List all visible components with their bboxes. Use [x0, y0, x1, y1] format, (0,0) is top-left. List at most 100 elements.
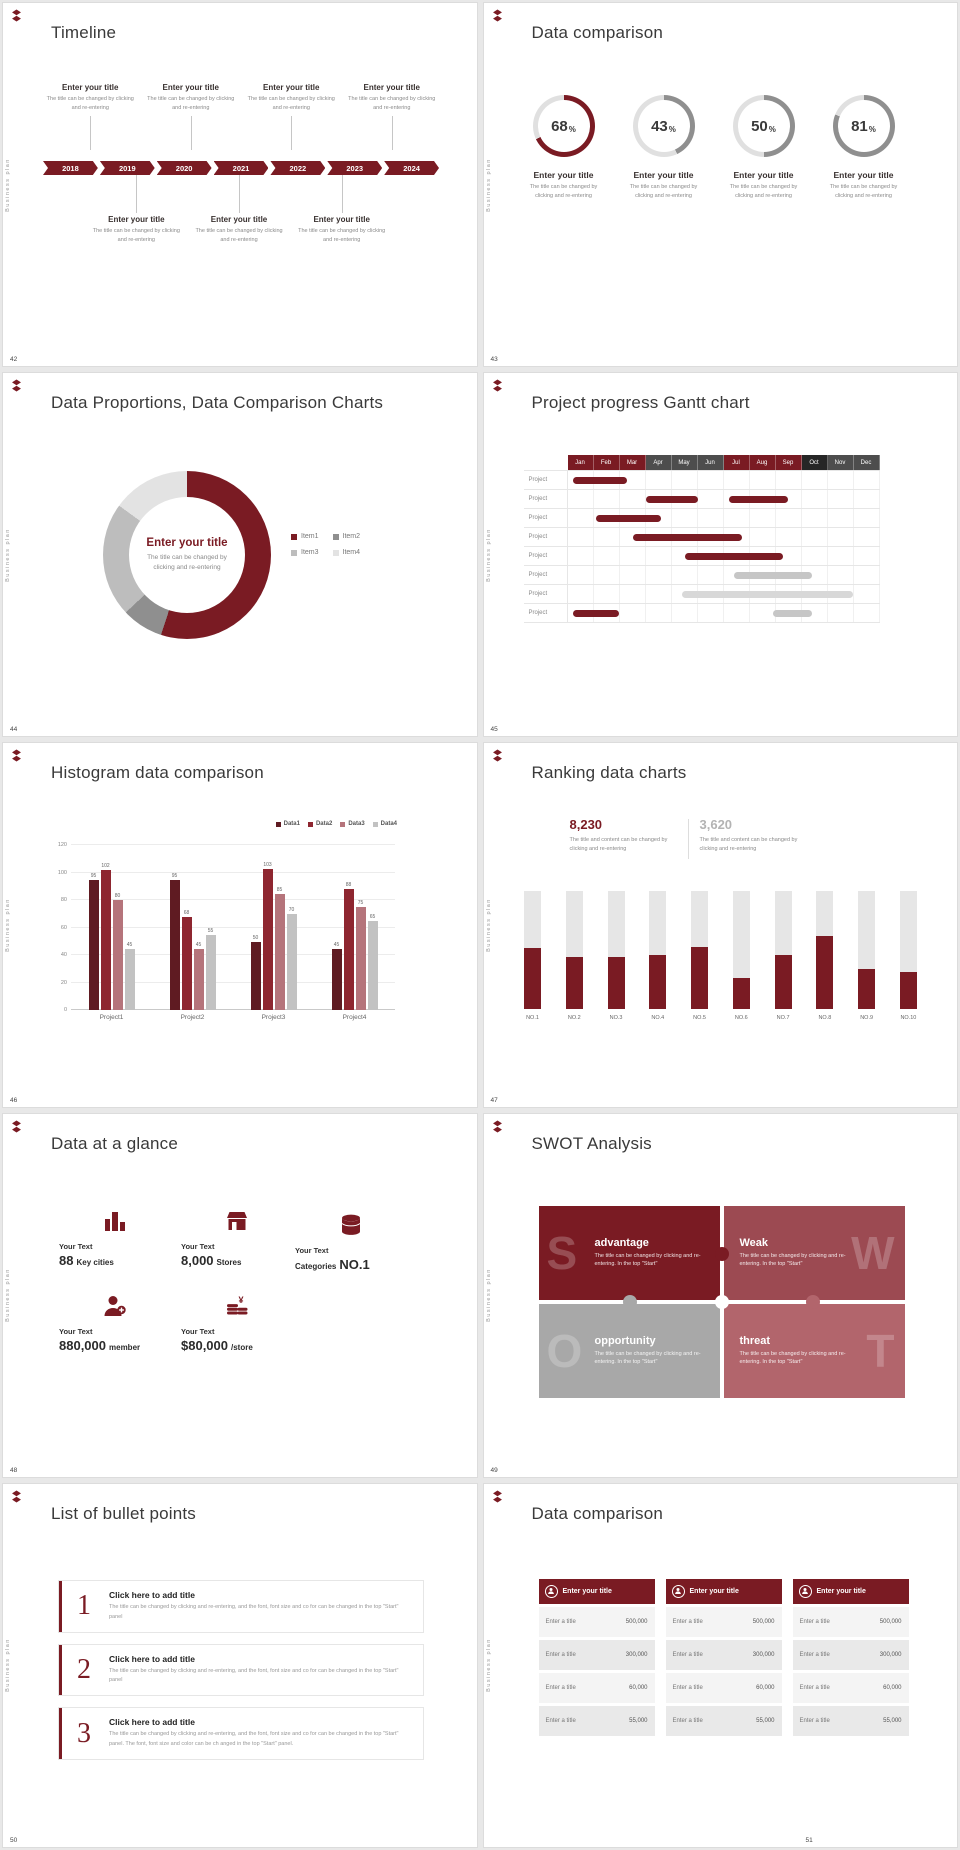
legend-label: Data1 — [283, 821, 300, 828]
row-label: Enter a title — [545, 1717, 576, 1724]
gantt-row: Project — [523, 490, 880, 510]
puzzle-knob — [714, 1246, 729, 1261]
slide-43[interactable]: Business plan Data comparison 68% Enter … — [482, 2, 958, 368]
y-tick-label: 80 — [60, 897, 67, 904]
row-label: Enter a title — [799, 1651, 830, 1658]
slide-51[interactable]: Business plan Data comparison Enter your… — [482, 1482, 958, 1848]
item-title: Enter your title — [833, 170, 894, 180]
percent-ring: 81% — [832, 95, 895, 157]
swot-desc: The title can be changed by clicking and… — [739, 1350, 846, 1366]
entry-title: Enter your title — [210, 215, 268, 224]
row-value: 60,000 — [883, 1684, 902, 1691]
ranking-column: NO.8 — [810, 891, 840, 1021]
bar — [286, 914, 297, 1011]
y-tick-label: 60 — [60, 924, 67, 931]
legend-item: Item3 — [291, 549, 319, 556]
bar-value-label: 85 — [276, 886, 283, 893]
row-value: 300,000 — [752, 1651, 775, 1658]
row-label: Enter a title — [672, 1684, 703, 1691]
slide-45[interactable]: Business plan Project progress Gantt cha… — [482, 372, 958, 738]
legend-item: Item1 — [291, 533, 319, 540]
table-row: Enter a title 500,000 — [792, 1606, 909, 1637]
bullet-number: 3 — [77, 1717, 91, 1749]
gantt-grid-cell — [672, 471, 698, 490]
percent-item: 50% Enter your title The title can be ch… — [714, 95, 814, 201]
gridline — [71, 954, 395, 956]
bullet-desc: The title can be changed by clicking and… — [109, 1731, 399, 1748]
bar-wrap: 45 — [193, 942, 204, 1011]
row-value: 60,000 — [629, 1684, 648, 1691]
bullet-list: 1 Click here to add title The title can … — [58, 1579, 424, 1761]
gantt-grid-cell — [646, 585, 672, 604]
gantt-grid-cell — [802, 604, 828, 623]
ranking-fill — [732, 977, 750, 1010]
table-row: Enter a title 55,000 — [538, 1705, 655, 1736]
category-label: Project1 — [99, 1014, 124, 1022]
table-header-label: Enter your title — [562, 1587, 612, 1595]
ranking-fill — [649, 955, 667, 1010]
page-number: 51 — [805, 1837, 813, 1844]
timeline-entry: Enter your title The title can be change… — [194, 174, 285, 245]
stat-label: Your Text — [295, 1245, 329, 1255]
slide-48[interactable]: Business plan Data at a glance Your Text… — [2, 1112, 478, 1478]
entry-desc: The title can be changed by clicking and… — [92, 228, 180, 244]
percent-item: 68% Enter your title The title can be ch… — [514, 95, 614, 201]
slide-50[interactable]: Business plan List of bullet points 1 Cl… — [2, 1482, 478, 1848]
entry-title: Enter your title — [162, 83, 219, 92]
item-desc: The title can be changed by clicking and… — [829, 184, 898, 200]
gridline — [71, 844, 395, 846]
page-title: Histogram data comparison — [51, 763, 264, 783]
row-value: 500,000 — [752, 1618, 775, 1625]
bullet-desc: The title can be changed by clicking and… — [109, 1667, 399, 1684]
ranking-track — [524, 891, 541, 1010]
timeline-year: 2021 — [214, 161, 269, 175]
ranking-column: NO.1 — [518, 891, 548, 1021]
page-title: Data Proportions, Data Comparison Charts — [51, 393, 384, 413]
stat-value: 8,000 — [181, 1252, 214, 1268]
row-value: 55,000 — [629, 1717, 648, 1724]
stat-unit: member — [109, 1342, 141, 1352]
puzzle-knob — [806, 1294, 820, 1309]
stat-item-stores: Your Text 8,000 Stores — [181, 1209, 293, 1268]
percent-value: 81 — [851, 117, 868, 135]
bar — [262, 868, 273, 1011]
comparison-table: Enter your title Enter a title 500,000 En… — [538, 1578, 655, 1736]
slide-46[interactable]: Business plan Histogram data comparison … — [2, 742, 478, 1108]
gantt-row-label: Project — [524, 490, 568, 509]
gantt-bar — [596, 515, 662, 523]
entry-desc: The title can be changed by clicking and… — [195, 228, 283, 244]
y-tick-label: 120 — [57, 842, 67, 849]
page-title: Data comparison — [531, 1503, 664, 1523]
page-title: SWOT Analysis — [531, 1133, 652, 1153]
gantt-row: Project — [523, 509, 880, 529]
gantt-grid-cell — [724, 528, 750, 547]
table-header-label: Enter your title — [689, 1587, 739, 1595]
bar-value-label: 102 — [101, 863, 110, 870]
gantt-grid-cell — [594, 566, 620, 585]
page-number: 45 — [490, 726, 498, 734]
bar — [274, 893, 285, 1011]
bar-wrap: 50 — [250, 935, 261, 1011]
gantt-row-label: Project — [524, 566, 568, 585]
stat-item-members: Your Text 880,000 member — [59, 1294, 171, 1353]
gantt-row: Project — [523, 604, 880, 624]
stat-desc: The title and content can be changed by … — [569, 837, 668, 853]
legend-label: Item1 — [301, 533, 319, 541]
brand-logo-icon — [492, 9, 502, 22]
brand-logo-icon — [492, 1490, 502, 1503]
bar — [367, 921, 378, 1011]
ranking-track — [732, 891, 750, 1010]
swot-word: opportunity — [594, 1334, 656, 1347]
page-title: Data at a glance — [51, 1133, 179, 1153]
table-row: Enter a title 60,000 — [792, 1672, 909, 1703]
stat-value: 8,230 — [569, 817, 603, 833]
slide-47[interactable]: Business plan Ranking data charts 8,230 … — [482, 742, 958, 1108]
stat-divider — [687, 819, 689, 860]
slide-42[interactable]: Business plan Timeline Enter your title … — [2, 2, 478, 368]
slide-49[interactable]: Business plan SWOT Analysis S advantage … — [482, 1112, 958, 1478]
gantt-grid-cell — [776, 528, 802, 547]
bar-wrap: 95 — [169, 873, 180, 1011]
gantt-grid-cell — [620, 471, 646, 490]
swot-letter: W — [851, 1226, 895, 1279]
slide-44[interactable]: Business plan Data Proportions, Data Com… — [2, 372, 478, 738]
